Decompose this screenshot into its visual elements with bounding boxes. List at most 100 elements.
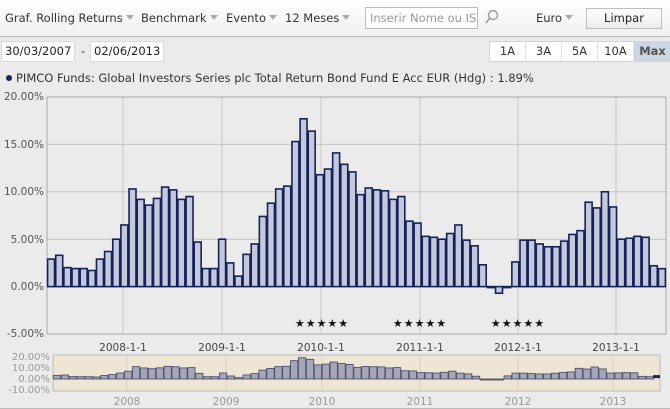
range-1a-button[interactable]: 1A [490,42,526,61]
chart-bar[interactable] [486,285,496,289]
chart-bar[interactable] [201,267,211,288]
chart-bar[interactable] [397,195,406,288]
chart-bar[interactable] [405,220,414,288]
chart-bar[interactable] [160,186,170,288]
chart-bar[interactable] [282,185,292,288]
currency-dropdown[interactable]: Euro [536,11,574,25]
chart-bar[interactable] [380,190,390,288]
chart-bar[interactable] [584,201,593,288]
clear-button[interactable]: Limpar [586,8,662,29]
chart-bar[interactable] [372,189,382,288]
chart-bar[interactable] [608,206,618,288]
range-max-button[interactable]: Max [634,42,670,61]
chart-bar[interactable] [625,237,634,288]
navigator-handle[interactable] [653,375,660,379]
chart-bar[interactable] [543,245,553,288]
chart-bar[interactable] [103,250,113,288]
chart-bar[interactable] [535,243,545,288]
chart-bar[interactable] [568,233,577,288]
chart-bar[interactable] [54,254,64,288]
chart-bar[interactable] [478,263,488,288]
chart-legend[interactable]: PIMCO Funds: Global Investors Series plc… [6,71,534,85]
chart-bar[interactable] [120,224,129,288]
chart-bar[interactable] [266,202,276,288]
chart-bar[interactable] [437,238,447,288]
chart-bar[interactable] [258,215,268,288]
chart-bar[interactable] [79,267,88,288]
range-10a-button[interactable]: 10A [598,42,634,61]
chart-bar[interactable] [657,267,667,288]
chart-bar[interactable] [502,285,512,289]
chart-bar[interactable] [519,239,528,288]
chart-bar[interactable] [348,171,357,288]
chart-bar[interactable] [413,222,422,288]
chart-bar[interactable] [234,275,243,288]
chart-bar[interactable] [168,189,178,288]
range-3a-button[interactable]: 3A [526,42,562,61]
chart-bar[interactable] [63,266,72,288]
chart-bar[interactable] [445,232,455,288]
start-date-input[interactable]: 30/03/2007 [1,41,75,62]
chart-bar[interactable] [340,163,349,288]
chart-bar[interactable] [95,258,105,288]
chart-bar[interactable] [633,235,642,288]
chart-type-dropdown[interactable]: Graf. Rolling Returns [5,11,134,25]
chart-bar[interactable] [470,245,479,288]
navigator-y-label: 20.00% [11,352,50,363]
period-dropdown[interactable]: 12 Meses [285,11,351,25]
chart-bar[interactable] [511,261,520,288]
chart-bar[interactable] [87,269,97,288]
chart-bar[interactable] [356,193,365,288]
chart-bar[interactable] [307,130,316,288]
chart-bar[interactable] [364,187,373,288]
chart-bar[interactable] [527,239,536,288]
chart-bar[interactable] [144,204,154,288]
chart-bar[interactable] [46,258,56,288]
chart-bar[interactable] [559,240,569,288]
chart-bar[interactable] [388,198,398,288]
chart-bar[interactable] [494,285,504,295]
chart-bar[interactable] [649,264,659,288]
chart-bar[interactable] [429,236,439,288]
chart-bar[interactable] [185,195,194,288]
chart-bar[interactable] [193,241,202,288]
chart-bar[interactable] [111,238,121,288]
chart-bar[interactable] [291,140,300,288]
chart-bar[interactable] [421,235,431,288]
search-icon[interactable] [485,9,499,25]
chart-bar[interactable] [315,173,325,288]
chart-bar[interactable] [462,239,471,288]
chart-bar[interactable] [250,243,259,288]
chart-bar[interactable] [177,198,186,288]
chart-bar[interactable] [274,188,284,288]
event-label: Evento [226,11,266,25]
search-input[interactable]: Inserir Nome ou IS [365,7,478,29]
chart-bar[interactable] [600,191,610,288]
event-dropdown[interactable]: Evento [226,11,277,25]
chart-bar[interactable] [299,118,308,288]
y-tick-label: 5.00% [10,234,44,246]
chart-bar[interactable] [225,262,235,288]
event-stars[interactable]: ★★★★★ [294,317,350,330]
chart-bar[interactable] [242,253,251,288]
end-date-input[interactable]: 02/06/2013 [90,41,164,62]
chart-bar[interactable] [152,197,162,288]
benchmark-dropdown[interactable]: Benchmark [141,11,218,25]
chart-bar[interactable] [209,267,219,288]
chart-bar[interactable] [616,238,626,288]
chart-bar[interactable] [576,229,585,288]
event-stars[interactable]: ★★★★★ [392,317,448,330]
chart-bar[interactable] [331,152,341,288]
chart-bar[interactable] [454,224,463,288]
chart-bar[interactable] [128,188,137,288]
chart-bar[interactable] [323,168,333,288]
chart-bar[interactable] [217,238,227,288]
event-stars[interactable]: ★★★★★ [490,317,546,330]
range-5a-button[interactable]: 5A [562,42,598,61]
chart-bar[interactable] [136,198,145,288]
chart-bar[interactable] [551,245,561,288]
chart-bar[interactable] [592,207,602,288]
chart-bar[interactable] [71,267,80,288]
chart-bar[interactable] [641,236,650,288]
